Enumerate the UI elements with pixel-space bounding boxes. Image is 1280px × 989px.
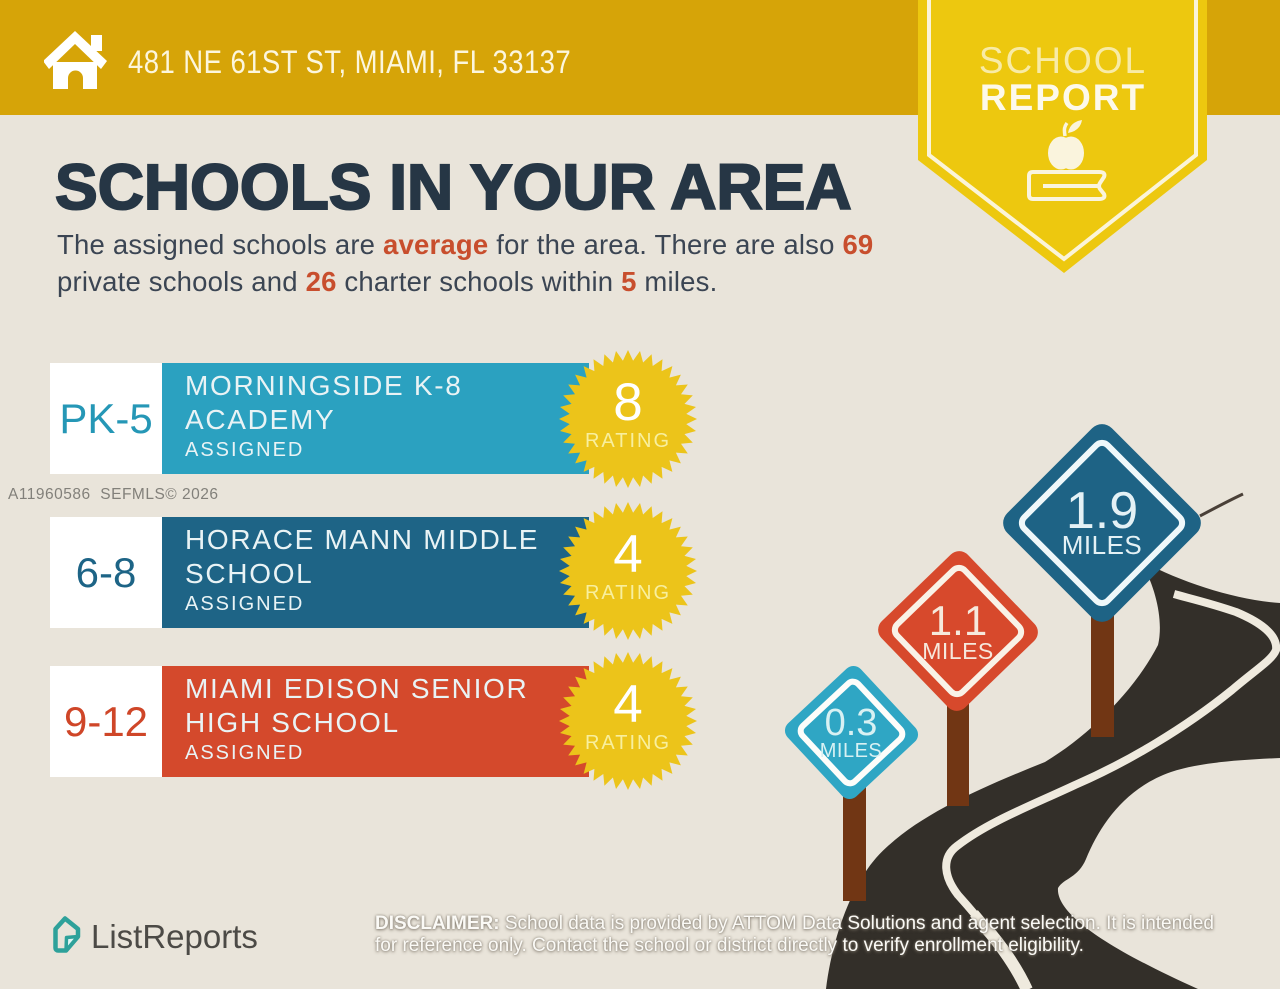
svg-text:4: 4 [613, 525, 642, 584]
svg-text:4: 4 [613, 675, 642, 734]
svg-text:1.9: 1.9 [1066, 482, 1138, 540]
svg-text:SCHOOL: SCHOOL [979, 40, 1147, 81]
svg-text:MILES: MILES [1062, 530, 1143, 560]
svg-text:1.1: 1.1 [929, 597, 987, 644]
svg-text:MILES: MILES [820, 740, 883, 762]
svg-text:MILES: MILES [922, 638, 994, 664]
svg-text:RATING: RATING [585, 430, 671, 452]
svg-text:RATING: RATING [585, 732, 671, 754]
svg-text:RATING: RATING [585, 582, 671, 604]
svg-text:0.3: 0.3 [825, 702, 878, 744]
svg-text:8: 8 [613, 373, 642, 432]
svg-text:REPORT: REPORT [980, 77, 1146, 118]
